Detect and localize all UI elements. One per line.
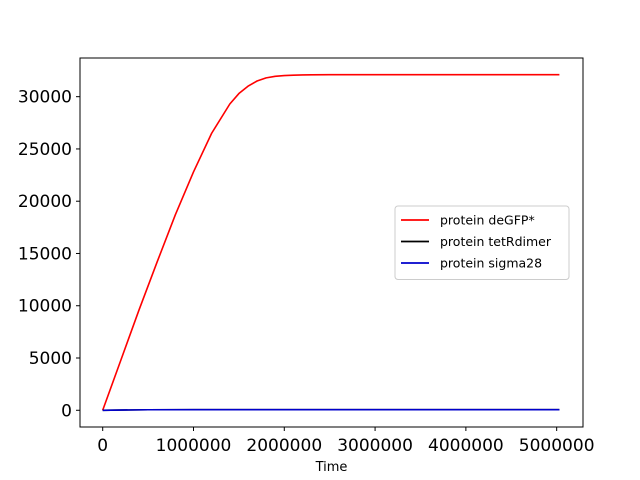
y-axis: 0 5000 10000 15000 20000 25000 30000 <box>18 88 80 421</box>
legend: protein deGFP* protein tetRdimer protein s… <box>394 205 570 280</box>
x-axis-label: Time <box>315 460 348 475</box>
x-tick-label: 2000000 <box>246 436 322 456</box>
x-tick-label: 0 <box>97 436 108 456</box>
legend-entry: protein deGFP* <box>440 213 535 228</box>
x-tick-label: 5000000 <box>519 436 595 456</box>
legend-entry: protein tetRdimer <box>440 234 552 249</box>
y-tick-label: 10000 <box>18 297 72 317</box>
plot-frame <box>79 57 584 428</box>
y-tick-label: 25000 <box>18 140 72 160</box>
x-tick-label: 3000000 <box>337 436 413 456</box>
x-tick-label: 1000000 <box>156 436 232 456</box>
y-tick-label: 5000 <box>29 349 72 369</box>
legend-entry: protein sigma28 <box>440 256 542 271</box>
y-tick-label: 15000 <box>18 244 72 264</box>
x-tick-label: 4000000 <box>428 436 504 456</box>
series-line-0 <box>101 73 560 411</box>
legend-frame <box>394 205 570 280</box>
y-tick-label: 30000 <box>18 88 72 108</box>
series-line-2 <box>102 408 560 412</box>
series-layer <box>101 73 560 412</box>
y-tick-label: 20000 <box>18 192 72 212</box>
y-tick-label: 0 <box>61 401 72 421</box>
x-axis: 0 1000000 2000000 3000000 4000000 5000000 <box>97 427 595 456</box>
